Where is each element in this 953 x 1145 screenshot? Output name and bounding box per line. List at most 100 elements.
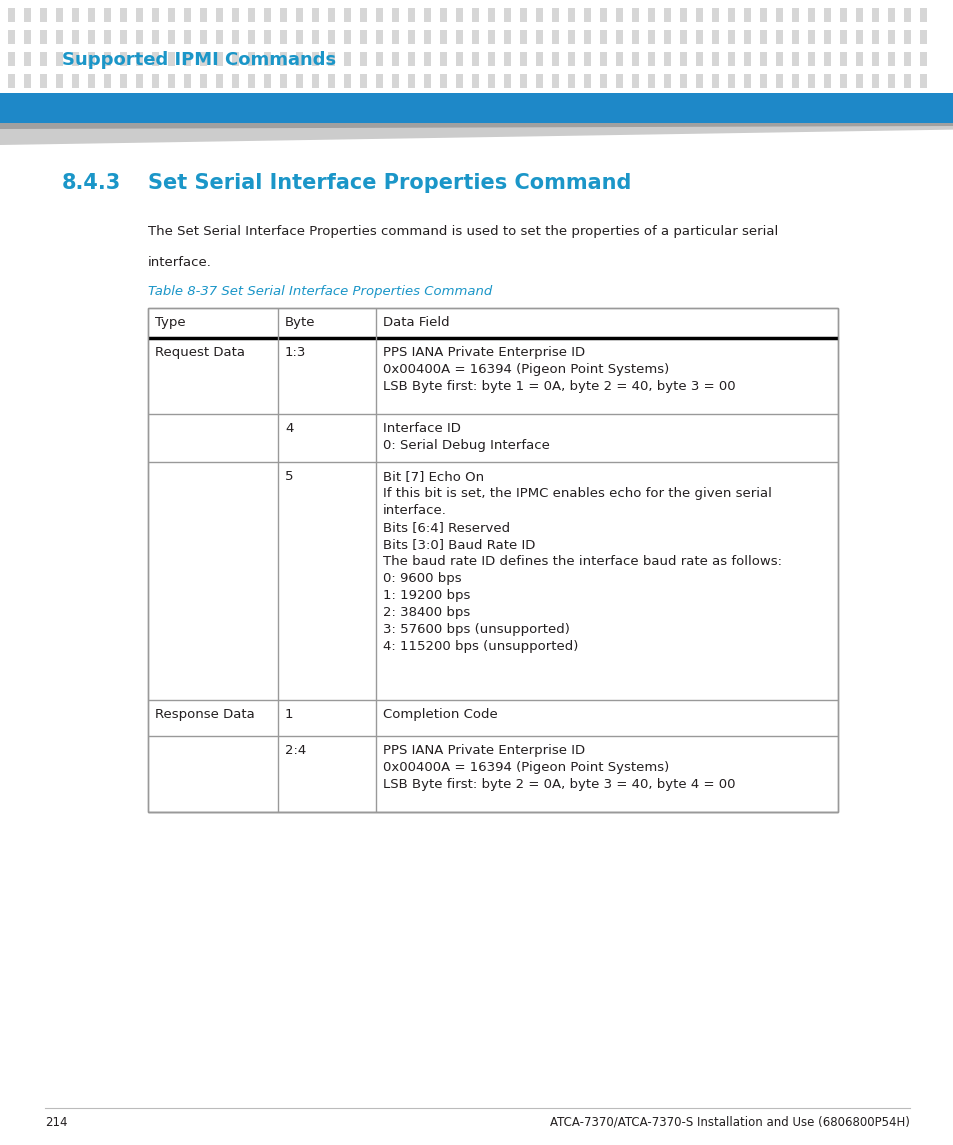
Bar [647, 30, 655, 44]
Bar [344, 8, 351, 22]
Bar [295, 30, 303, 44]
Bar [168, 8, 174, 22]
Text: The Set Serial Interface Properties command is used to set the properties of a p: The Set Serial Interface Properties comm… [148, 226, 778, 238]
Bar [344, 52, 351, 66]
Bar [567, 52, 575, 66]
Bar [871, 8, 878, 22]
Bar [552, 52, 558, 66]
Bar [616, 52, 622, 66]
Bar [919, 52, 926, 66]
Bar [56, 52, 63, 66]
Bar [696, 74, 702, 88]
Bar [583, 74, 590, 88]
Bar [552, 8, 558, 22]
Bar [148, 308, 837, 812]
Bar [903, 74, 910, 88]
Text: 2:4: 2:4 [285, 744, 306, 757]
Bar [871, 52, 878, 66]
Bar [264, 52, 271, 66]
Bar [519, 74, 526, 88]
Bar [375, 74, 382, 88]
Text: 1: 19200 bps: 1: 19200 bps [382, 589, 470, 602]
Bar [696, 30, 702, 44]
Text: Type: Type [154, 316, 186, 329]
Text: 0: 9600 bps: 0: 9600 bps [382, 572, 461, 585]
Text: 5: 5 [285, 469, 294, 483]
Text: Data Field: Data Field [382, 316, 449, 329]
Bar [791, 30, 799, 44]
Bar [328, 8, 335, 22]
Bar [488, 52, 495, 66]
Bar [312, 30, 318, 44]
Bar [359, 8, 367, 22]
Bar [152, 52, 159, 66]
Bar [71, 8, 79, 22]
Text: PPS IANA Private Enterprise ID: PPS IANA Private Enterprise ID [382, 346, 584, 360]
Bar [24, 8, 30, 22]
Bar [503, 52, 511, 66]
Bar [264, 30, 271, 44]
Bar [24, 30, 30, 44]
Bar [519, 30, 526, 44]
Bar [743, 30, 750, 44]
Bar [8, 52, 15, 66]
Bar [375, 52, 382, 66]
Bar [280, 52, 287, 66]
Bar [71, 52, 79, 66]
Bar [232, 74, 239, 88]
Bar [583, 8, 590, 22]
Bar [631, 74, 639, 88]
Bar [152, 74, 159, 88]
Bar [120, 30, 127, 44]
Bar [328, 52, 335, 66]
Text: If this bit is set, the IPMC enables echo for the given serial: If this bit is set, the IPMC enables ech… [382, 487, 771, 500]
Bar [40, 30, 47, 44]
Text: Table 8-37 Set Serial Interface Properties Command: Table 8-37 Set Serial Interface Properti… [148, 285, 492, 298]
Bar [791, 52, 799, 66]
Bar [439, 30, 447, 44]
Bar [807, 8, 814, 22]
Bar [903, 52, 910, 66]
Bar [359, 52, 367, 66]
Bar [280, 8, 287, 22]
Bar [88, 52, 95, 66]
Bar [727, 30, 734, 44]
Bar [295, 52, 303, 66]
Bar [472, 74, 478, 88]
Bar [903, 8, 910, 22]
Bar [439, 52, 447, 66]
Bar [711, 52, 719, 66]
Bar [903, 30, 910, 44]
Bar [56, 8, 63, 22]
Text: interface.: interface. [382, 504, 446, 518]
Bar [631, 8, 639, 22]
Bar [919, 30, 926, 44]
Bar [567, 74, 575, 88]
Bar [408, 74, 415, 88]
Bar [152, 8, 159, 22]
Bar [104, 74, 111, 88]
Polygon shape [0, 123, 953, 129]
Bar [24, 52, 30, 66]
Bar [807, 52, 814, 66]
Bar [136, 52, 143, 66]
Bar [775, 52, 782, 66]
Text: ATCA-7370/ATCA-7370-S Installation and Use (6806800P54H): ATCA-7370/ATCA-7370-S Installation and U… [550, 1115, 909, 1129]
Bar [536, 52, 542, 66]
Bar [727, 8, 734, 22]
Bar [392, 8, 398, 22]
Bar [696, 8, 702, 22]
Bar [823, 8, 830, 22]
Bar [552, 74, 558, 88]
Bar [807, 74, 814, 88]
Bar [184, 8, 191, 22]
Bar [840, 8, 846, 22]
Bar [679, 52, 686, 66]
Bar [344, 74, 351, 88]
Bar [855, 74, 862, 88]
Bar [200, 52, 207, 66]
Bar [456, 8, 462, 22]
Bar [184, 52, 191, 66]
Bar [120, 8, 127, 22]
Bar [280, 30, 287, 44]
